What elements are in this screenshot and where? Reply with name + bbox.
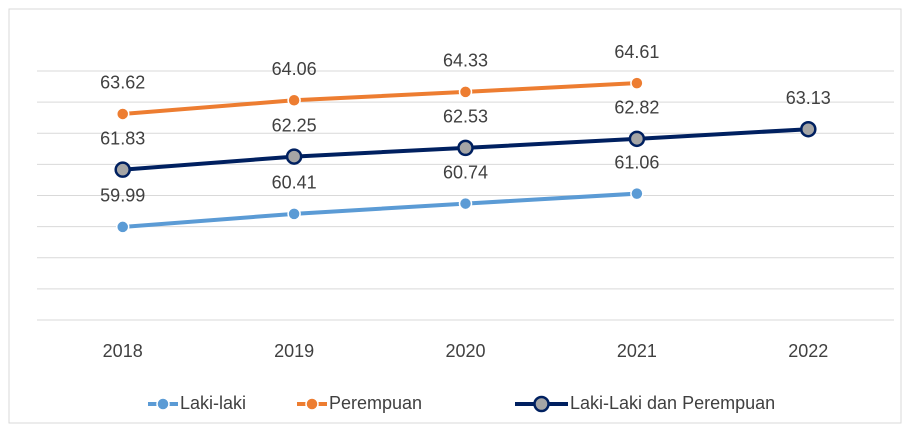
x-tick-label: 2022 — [788, 341, 828, 361]
marker — [630, 186, 644, 201]
x-tick-label: 2019 — [274, 341, 314, 361]
data-label: 62.82 — [614, 98, 659, 118]
x-tick-label: 2020 — [445, 341, 485, 361]
data-label: 60.41 — [272, 173, 317, 193]
data-label: 59.99 — [100, 186, 145, 206]
marker — [457, 139, 474, 157]
marker — [800, 120, 817, 138]
chart-border — [8, 8, 902, 424]
legend-label: Laki-laki — [180, 393, 246, 413]
legend-label: Perempuan — [329, 393, 422, 413]
legend-label: Laki-Laki dan Perempuan — [570, 393, 775, 413]
data-label: 64.61 — [614, 42, 659, 62]
x-tick-label: 2018 — [103, 341, 143, 361]
marker — [115, 107, 130, 121]
marker — [458, 196, 473, 211]
marker — [630, 76, 644, 90]
data-label: 64.33 — [443, 51, 488, 71]
series-line — [120, 81, 639, 116]
marker — [305, 397, 319, 411]
marker — [287, 207, 301, 221]
marker — [287, 93, 301, 108]
marker — [628, 130, 646, 148]
series-line — [120, 191, 639, 229]
data-label: 60.74 — [443, 162, 488, 182]
marker — [114, 161, 131, 178]
data-label: 63.13 — [786, 88, 831, 108]
marker — [458, 85, 473, 99]
marker — [156, 397, 170, 411]
marker — [115, 220, 130, 234]
data-label: 63.62 — [100, 73, 145, 93]
data-label: 62.53 — [443, 107, 488, 127]
data-label: 62.25 — [272, 115, 317, 135]
data-label: 61.83 — [100, 128, 145, 148]
x-tick-label: 2021 — [617, 341, 657, 361]
data-label: 64.06 — [272, 59, 317, 79]
marker — [533, 395, 550, 413]
data-label: 61.06 — [614, 152, 659, 172]
marker — [285, 148, 303, 165]
